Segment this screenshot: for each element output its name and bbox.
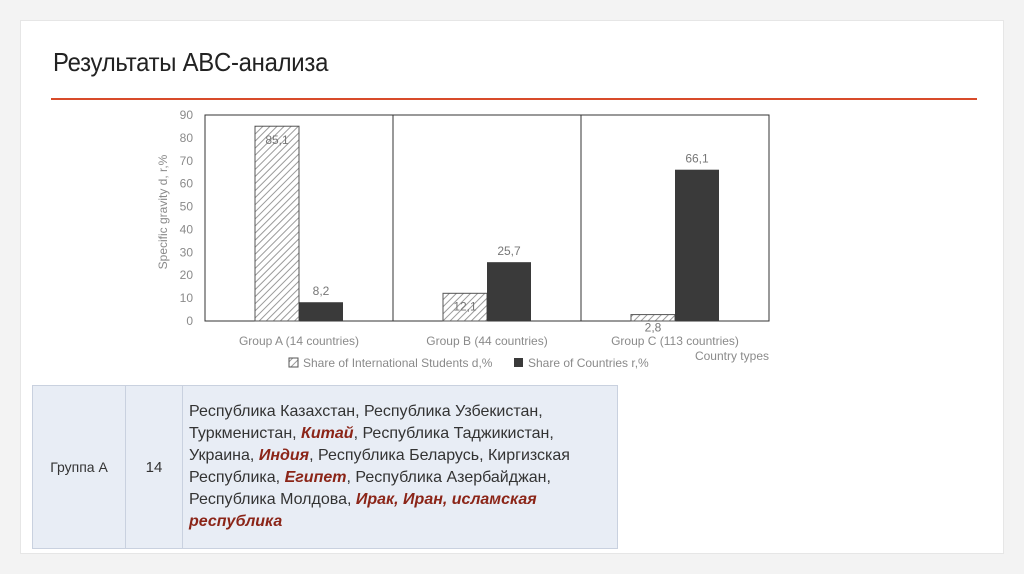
data-label-students: 85,1 [265, 133, 289, 147]
legend-swatch-students [288, 357, 299, 368]
countries-cell: Республика Казахстан, Республика Узбекис… [182, 385, 618, 549]
country-highlight: Китай [301, 425, 354, 442]
group-table: Группа А 14 Республика Казахстан, Респуб… [32, 385, 618, 549]
y-tick-label: 50 [180, 200, 194, 214]
count-cell: 14 [125, 385, 183, 549]
title-divider [51, 98, 977, 100]
country-highlight: Ирак, Иран, исламская республика [189, 491, 537, 530]
y-tick-label: 20 [180, 268, 194, 282]
table-row: Группа А 14 Республика Казахстан, Респуб… [32, 385, 618, 549]
category-label: Group C (113 countries) [611, 334, 739, 348]
y-tick-label: 60 [180, 177, 194, 191]
data-label-students: 12,1 [453, 299, 477, 313]
data-label-students: 2,8 [645, 321, 662, 335]
data-label-countries: 25,7 [497, 244, 521, 258]
y-tick-label: 10 [180, 291, 194, 305]
bar-chart: 0 10 20 30 40 50 60 70 80 90 85,1 8,2 Group A (14 co… [156, 108, 770, 370]
y-tick-label: 0 [186, 314, 193, 328]
data-label-countries: 8,2 [313, 284, 330, 298]
y-axis-title: Specific gravity d, r,% [156, 154, 170, 269]
group-cell: Группа А [32, 385, 126, 549]
country-text: , Республика Таджикистан, Украина, [189, 425, 554, 464]
category-label: Group B (44 countries) [426, 334, 547, 348]
legend-label-countries: Share of Countries r,% [528, 356, 649, 370]
country-highlight: Индия [258, 447, 310, 464]
y-tick-label: 70 [180, 154, 194, 168]
bar-countries [487, 262, 531, 321]
country-text: , Республика Азербайджан, Республика Мол… [189, 469, 551, 508]
bar-students [254, 125, 300, 322]
slide-title: Результаты ABC-анализа [53, 47, 329, 77]
bar-countries [299, 302, 343, 321]
slide: Результаты ABC-анализа 0 10 20 30 40 50 60 70 80… [20, 20, 1004, 554]
country-text: , Республика Беларусь, Киргизская Респуб… [189, 447, 570, 486]
y-tick-label: 90 [180, 108, 194, 122]
country-highlight: Египет [284, 469, 347, 486]
y-tick-label: 30 [180, 245, 194, 259]
x-axis-title: Country types [695, 349, 769, 363]
y-tick-label: 40 [180, 222, 194, 236]
data-label-countries: 66,1 [685, 152, 709, 166]
bar-countries [675, 169, 719, 321]
country-text: Республика Казахстан, Республика Узбекис… [189, 403, 543, 442]
category-label: Group A (14 countries) [239, 334, 359, 348]
legend-swatch-countries [514, 358, 523, 367]
legend-label-students: Share of International Students d,% [303, 356, 493, 370]
y-tick-label: 80 [180, 131, 194, 145]
